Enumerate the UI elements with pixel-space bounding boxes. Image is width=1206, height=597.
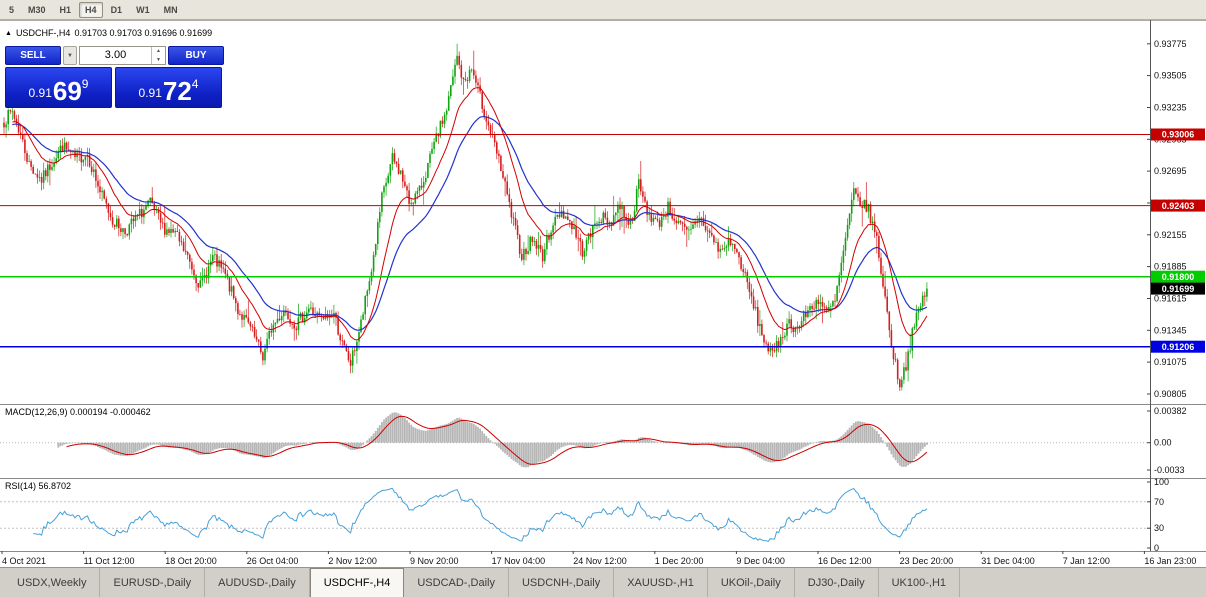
svg-text:0.93235: 0.93235 (1154, 103, 1187, 113)
buy-price-sup: 4 (191, 77, 199, 91)
svg-text:17 Nov 04:00: 17 Nov 04:00 (492, 556, 546, 566)
chart-ohlc-values: 0.91703 0.91703 0.91696 0.91699 (74, 28, 213, 38)
price-badge (1151, 282, 1205, 295)
price-badges: 0.93006 0.92403 0.91800 0.91206 0.91699 (1151, 128, 1205, 353)
lot-size-value[interactable]: 3.00 (104, 49, 127, 61)
chart-tab-uk100-h1[interactable]: UK100-,H1 (879, 568, 961, 597)
svg-text:30: 30 (1154, 523, 1164, 533)
macd-panel: 0.00382 0.00 -0.0033 (0, 406, 1187, 475)
svg-text:0.91885: 0.91885 (1154, 262, 1187, 272)
buy-price-box[interactable]: 0.91 72 4 (115, 67, 222, 108)
timeframe-button-h1[interactable]: H1 (59, 4, 72, 15)
svg-text:100: 100 (1154, 477, 1169, 487)
svg-text:7 Jan 12:00: 7 Jan 12:00 (1063, 556, 1110, 566)
svg-text:1 Dec 20:00: 1 Dec 20:00 (655, 556, 704, 566)
chart-tab-usdchf-h4[interactable]: USDCHF-,H4 (309, 568, 405, 597)
svg-text:18 Oct 20:00: 18 Oct 20:00 (165, 556, 217, 566)
svg-text:0: 0 (1154, 543, 1159, 553)
svg-text:0.93775: 0.93775 (1154, 39, 1187, 49)
svg-text:2 Nov 12:00: 2 Nov 12:00 (328, 556, 377, 566)
timeframe-button-h4[interactable]: H4 (79, 1, 103, 18)
svg-text:70: 70 (1154, 497, 1164, 507)
svg-text:0.91615: 0.91615 (1154, 294, 1187, 304)
chart-tab-xauusd-h1[interactable]: XAUUSD-,H1 (614, 568, 708, 597)
svg-text:23 Dec 20:00: 23 Dec 20:00 (900, 556, 954, 566)
timeframe-button-w1[interactable]: W1 (136, 4, 150, 15)
svg-text:0.93006: 0.93006 (1162, 130, 1195, 140)
svg-text:26 Oct 04:00: 26 Oct 04:00 (247, 556, 299, 566)
svg-text:0.91075: 0.91075 (1154, 357, 1187, 367)
sell-price-big: 69 (52, 76, 82, 106)
macd-indicator-label: MACD(12,26,9) 0.000194 -0.000462 (5, 407, 151, 417)
chart-window: 0.937750.935050.932350.929650.926950.924… (0, 20, 1206, 597)
chart-tab-ukoil-daily[interactable]: UKOil-,Daily (708, 568, 795, 597)
order-options-dropdown[interactable]: ▼ (63, 46, 77, 65)
timeframe-button-5[interactable]: 5 (9, 4, 15, 15)
lot-size-stepper[interactable]: 3.00 ▲ ▼ (79, 46, 166, 65)
svg-text:0.91206: 0.91206 (1162, 342, 1195, 352)
price-badge (1151, 340, 1205, 353)
svg-text:0.93505: 0.93505 (1154, 71, 1187, 81)
chart-symbol-period: USDCHF-,H4 (15, 28, 71, 38)
svg-text:0.00382: 0.00382 (1154, 406, 1187, 416)
svg-text:0.91699: 0.91699 (1162, 284, 1195, 294)
svg-text:24 Nov 12:00: 24 Nov 12:00 (573, 556, 627, 566)
timeframe-button-m30[interactable]: M30 (28, 4, 46, 15)
chart-tab-bar: USDX,Weekly EURUSD-,Daily AUDUSD-,Daily USD… (0, 567, 1206, 597)
sell-price-box[interactable]: 0.91 69 9 (5, 67, 112, 108)
svg-text:0.92155: 0.92155 (1154, 230, 1187, 240)
svg-text:11 Oct 12:00: 11 Oct 12:00 (84, 556, 135, 566)
svg-text:0.00: 0.00 (1154, 438, 1172, 448)
chart-tab-eurusd-daily[interactable]: EURUSD-,Daily (100, 568, 206, 597)
chart-tab-usdcnh-daily[interactable]: USDCNH-,Daily (509, 568, 615, 597)
svg-text:9 Nov 20:00: 9 Nov 20:00 (410, 556, 459, 566)
spin-up-icon[interactable]: ▲ (156, 48, 161, 55)
buy-price-prefix: 0.91 (138, 86, 162, 100)
chart-title: ▲ USDCHF-,H4 0.91703 0.91703 0.91696 0.9… (5, 28, 212, 38)
sell-button[interactable]: SELL (5, 46, 61, 65)
price-badge (1151, 128, 1205, 141)
svg-text:16 Jan 23:00: 16 Jan 23:00 (1144, 556, 1196, 566)
price-badge (1151, 199, 1205, 212)
svg-text:0.90805: 0.90805 (1154, 389, 1187, 399)
chevron-down-icon: ▼ (67, 52, 73, 59)
candlestick-series (3, 43, 928, 391)
svg-text:0.92403: 0.92403 (1162, 201, 1195, 211)
rsi-panel: 100 70 30 0 (0, 477, 1169, 553)
chart-tab-usdcad-daily[interactable]: USDCAD-,Daily (404, 568, 509, 597)
svg-text:9 Dec 04:00: 9 Dec 04:00 (736, 556, 785, 566)
spin-down-icon[interactable]: ▼ (156, 56, 161, 63)
svg-text:16 Dec 12:00: 16 Dec 12:00 (818, 556, 872, 566)
sell-price-sup: 9 (81, 77, 89, 91)
buy-button[interactable]: BUY (168, 46, 224, 65)
moving-averages (12, 87, 928, 341)
timeframe-toolbar: 5 M30 H1 H4 D1 W1 MN (0, 0, 1206, 20)
time-axis: 4 Oct 2021 11 Oct 12:00 18 Oct 20:00 26 Oct… (1, 551, 1196, 566)
sell-price-prefix: 0.91 (28, 86, 52, 100)
svg-text:4 Oct 2021: 4 Oct 2021 (2, 556, 46, 566)
chart-tab-dj30-daily[interactable]: DJ30-,Daily (795, 568, 879, 597)
one-click-trade-panel: SELL ▼ 3.00 ▲ ▼ BUY 0.91 69 9 0.91 72 (5, 46, 224, 108)
chart-canvas[interactable]: 0.937750.935050.932350.929650.926950.924… (0, 20, 1206, 597)
timeframe-button-mn[interactable]: MN (163, 4, 178, 15)
price-badge (1151, 270, 1205, 283)
rsi-indicator-label: RSI(14) 56.8702 (5, 481, 72, 491)
panel-separators (0, 20, 1206, 552)
svg-text:-0.0033: -0.0033 (1154, 465, 1185, 475)
svg-text:0.92695: 0.92695 (1154, 166, 1187, 176)
svg-text:0.91345: 0.91345 (1154, 325, 1187, 335)
timeframe-button-d1[interactable]: D1 (110, 4, 123, 15)
svg-text:0.91800: 0.91800 (1162, 272, 1195, 282)
buy-price-big: 72 (162, 76, 192, 106)
horizontal-level-lines[interactable] (0, 134, 1150, 348)
svg-text:31 Dec 04:00: 31 Dec 04:00 (981, 556, 1035, 566)
chart-tab-audusd-daily[interactable]: AUDUSD-,Daily (205, 568, 310, 597)
symbol-marker-icon: ▲ (5, 29, 12, 37)
chart-tab-usdx-weekly[interactable]: USDX,Weekly (4, 568, 101, 597)
